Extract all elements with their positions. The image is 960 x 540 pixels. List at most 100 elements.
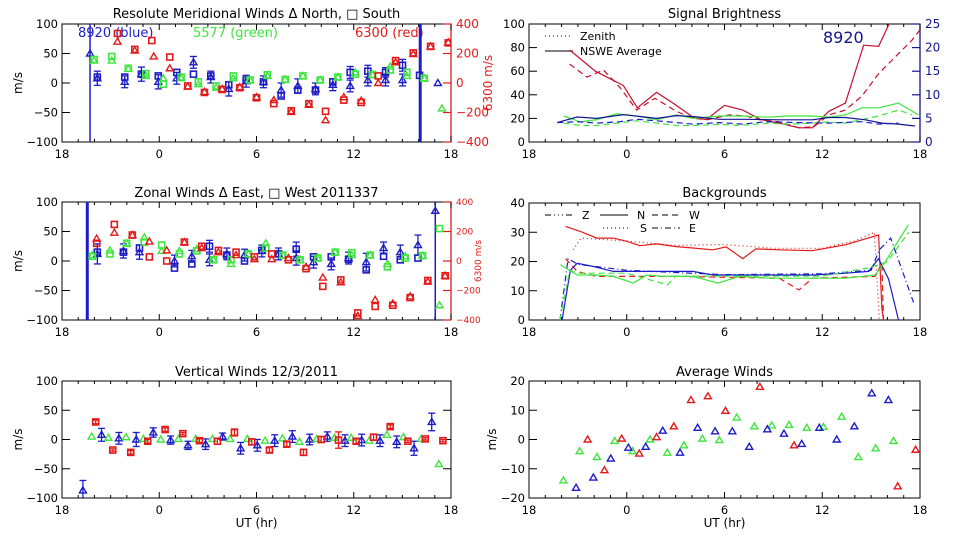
average-winds-8920-point	[571, 482, 581, 491]
square-marker	[371, 302, 379, 311]
meridional-8920-south-point	[93, 73, 102, 81]
chart-title: Zonal Winds Δ East, □ West 2011337	[134, 186, 378, 201]
average-winds-6300-point	[616, 433, 627, 442]
triangle-marker	[818, 422, 829, 431]
meridional-5577-north-point	[193, 79, 204, 88]
y-tick-label: 100	[36, 195, 58, 209]
average-winds-8920-point	[762, 424, 773, 433]
vertical-5577-point	[398, 432, 409, 441]
square-marker	[229, 72, 238, 80]
triangle-marker	[293, 81, 303, 90]
vertical-6300-point	[143, 437, 152, 446]
zonal-5577-west-point	[157, 241, 166, 249]
triangle-marker	[658, 425, 668, 434]
x-tick-label: 18	[522, 503, 537, 517]
meridional-6300-south-point	[409, 49, 418, 57]
square-marker	[331, 248, 339, 256]
x-axis-label: UT (hr)	[704, 516, 746, 530]
meridional-6300-north-point	[251, 92, 262, 101]
square-marker	[362, 266, 371, 274]
annotation-label-6300-red: 6300 (red)	[355, 26, 424, 41]
triangle-marker	[558, 475, 569, 484]
zonal-8920-west-point	[170, 264, 179, 272]
zonal-8920-west-point	[379, 252, 388, 261]
square-marker	[162, 257, 171, 265]
meridional-5577-south-series	[90, 52, 429, 90]
y2-tick-label: 0	[456, 76, 464, 90]
square-marker	[435, 224, 444, 233]
meridional-5577-south-point	[403, 68, 411, 77]
square-marker	[214, 246, 223, 255]
average-winds-5577-point	[888, 436, 899, 445]
square-marker	[401, 254, 409, 262]
triangle-marker	[606, 453, 616, 462]
triangle-marker	[217, 84, 227, 93]
meridional-8920-south-point	[311, 86, 320, 94]
y-tick-label: −50	[34, 284, 58, 298]
triangle-marker	[616, 433, 627, 442]
zonal-5577-west-point	[106, 250, 114, 258]
square-marker	[357, 98, 366, 107]
triangle-marker	[188, 57, 199, 66]
average-winds-5577-point	[749, 421, 760, 430]
y2-tick-label: 200	[456, 47, 479, 61]
square-marker	[396, 256, 405, 264]
triangle-marker	[409, 443, 419, 452]
zonal-6300-west-point	[318, 282, 327, 291]
zonal-8920-west-point	[93, 248, 102, 256]
x-tick-label: 0	[156, 147, 163, 161]
meridional-8920-south-point	[189, 70, 198, 78]
square-marker	[180, 238, 189, 246]
y-tick-label: 0	[518, 433, 525, 447]
triangle-marker	[260, 435, 270, 444]
meridional-5577-south-point	[420, 74, 429, 83]
triangle-marker	[679, 440, 689, 449]
triangle-marker	[370, 295, 380, 304]
triangle-marker	[277, 433, 288, 442]
triangle-marker	[267, 254, 277, 263]
y-tick-label: 0	[518, 313, 525, 327]
square-marker	[195, 436, 204, 445]
triangle-marker	[183, 440, 193, 449]
triangle-marker	[173, 434, 184, 443]
average-winds-5577-point	[697, 433, 708, 442]
triangle-marker	[802, 422, 812, 431]
triangle-marker	[413, 240, 423, 249]
square-marker	[194, 78, 203, 86]
triangle-marker	[779, 428, 789, 437]
square-marker	[366, 251, 374, 259]
average-winds-8920-point	[692, 422, 703, 431]
square-marker	[313, 254, 322, 262]
average-winds-6300-point	[582, 434, 593, 443]
vertical-8920-point	[391, 435, 402, 449]
square-marker	[277, 92, 285, 100]
average-winds-5577-point	[836, 411, 847, 420]
x-tick-label: 6	[253, 503, 260, 517]
legend-item-e: E	[652, 222, 696, 235]
meridional-6300-south-point	[391, 56, 400, 65]
square-marker	[119, 248, 128, 256]
chart-title: Resolute Meridional Winds Δ North, □ Sou…	[113, 7, 401, 22]
square-marker	[403, 68, 411, 77]
zonal-6300-west-point	[232, 248, 240, 256]
triangle-marker	[187, 251, 197, 260]
triangle-marker	[867, 388, 877, 397]
meridional-5577-south-point	[107, 52, 116, 61]
vertical-8920-point	[304, 433, 315, 446]
square-marker	[294, 86, 302, 94]
square-marker	[206, 72, 215, 80]
square-marker	[284, 256, 293, 264]
zonal-6300-west-point	[92, 239, 101, 248]
vertical-8920-point	[148, 427, 158, 438]
triangle-marker	[588, 472, 599, 481]
vertical-6300-series	[91, 418, 447, 457]
square-marker	[444, 39, 451, 47]
square-marker	[409, 49, 418, 57]
meridional-5577-south-point	[263, 70, 272, 79]
triangle-marker	[228, 73, 239, 82]
vertical-5577-point	[277, 433, 288, 442]
square-marker	[424, 276, 432, 285]
vertical-6300-point	[213, 437, 222, 446]
triangle-marker	[574, 446, 585, 455]
